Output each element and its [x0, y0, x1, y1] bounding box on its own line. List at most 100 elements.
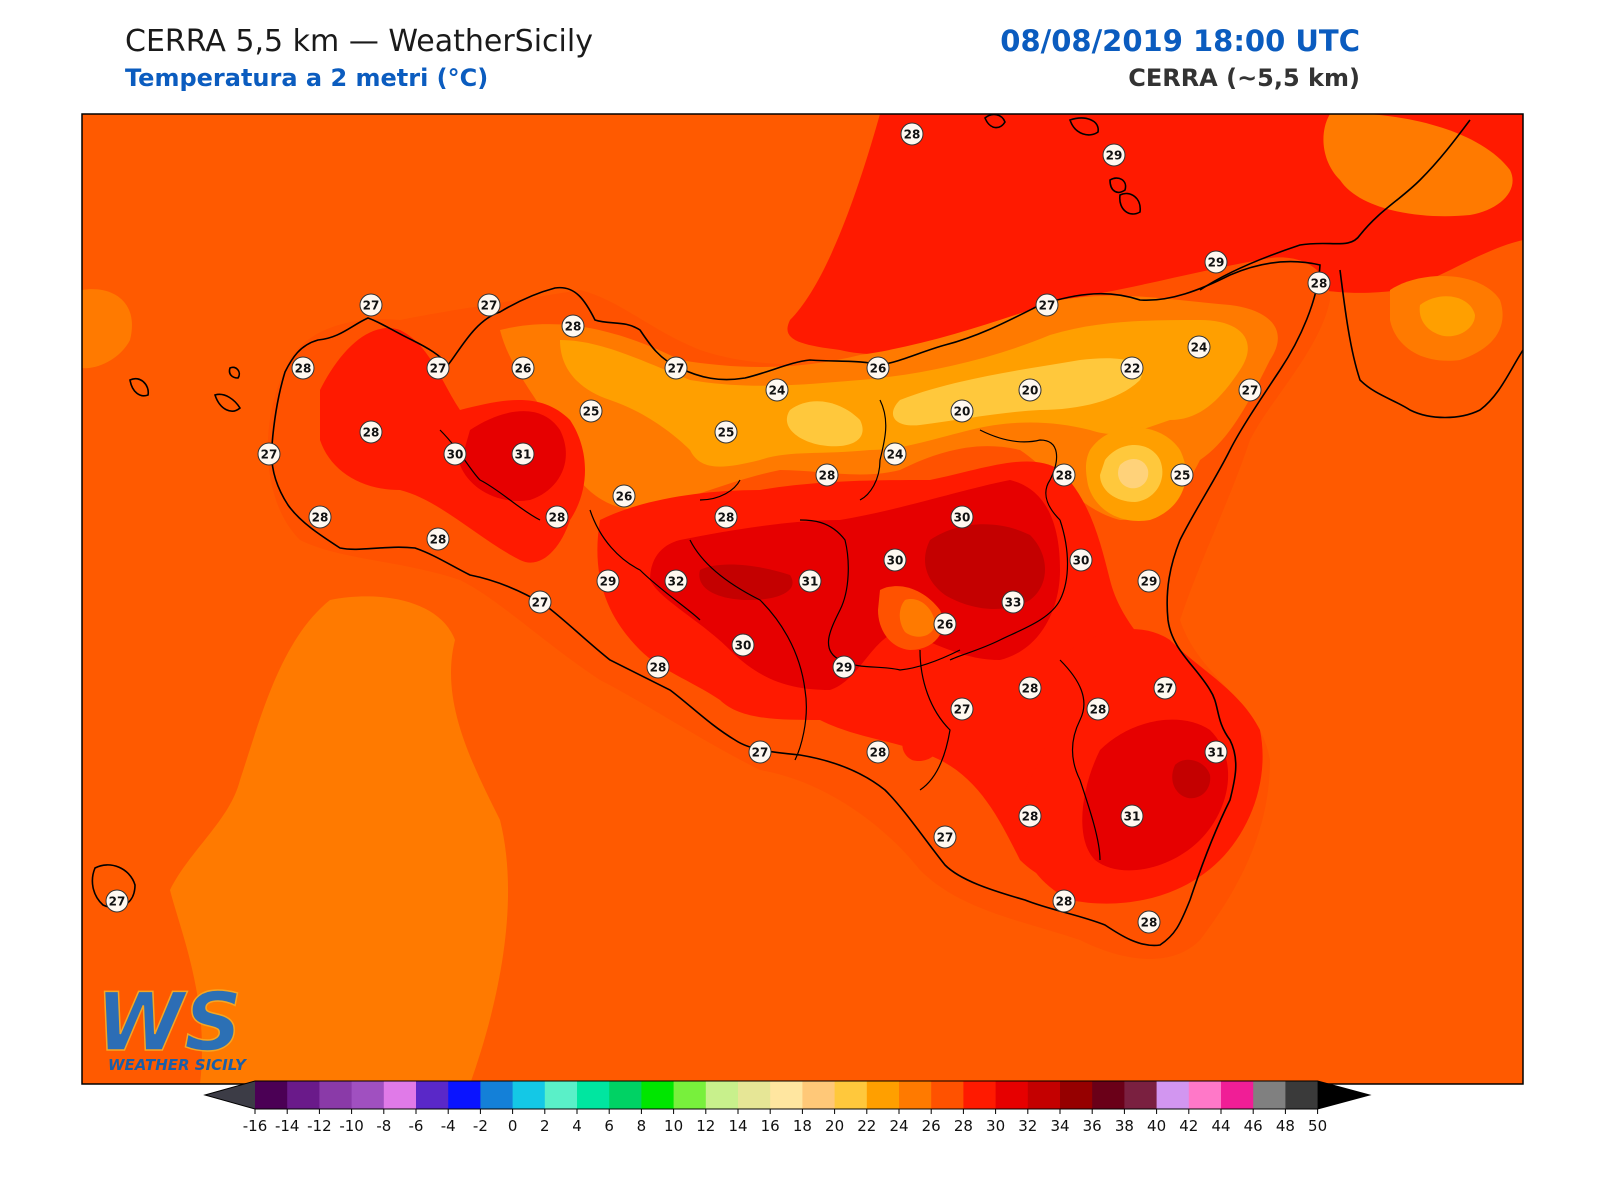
- station-label: 28: [1018, 804, 1042, 828]
- station-label: 27: [528, 590, 552, 614]
- colorbar-tick-label: 38: [1115, 1117, 1134, 1135]
- station-label: 26: [612, 484, 636, 508]
- station-marker: [1086, 697, 1110, 721]
- station-value: 28: [565, 320, 582, 334]
- station-marker: [596, 569, 620, 593]
- colorbar-band: [351, 1081, 385, 1109]
- colorbar-tick-label: 42: [1179, 1117, 1198, 1135]
- station-label: 28: [815, 463, 839, 487]
- logo-text: WEATHER SICILY: [108, 1056, 248, 1074]
- station-marker: [866, 740, 890, 764]
- colorbar-tick-label: -10: [339, 1117, 364, 1135]
- colorbar-tick-label: 44: [1211, 1117, 1230, 1135]
- station-value: 27: [1157, 682, 1174, 696]
- colorbar-tick-label: 0: [508, 1117, 518, 1135]
- model-label: CERRA (~5,5 km): [1128, 64, 1360, 92]
- station-label: 32: [664, 569, 688, 593]
- colorbar-tick-label: -16: [243, 1117, 268, 1135]
- colorbar-band: [641, 1081, 675, 1109]
- station-value: 26: [515, 362, 532, 376]
- colorbar-band: [512, 1081, 546, 1109]
- sicily-coolest-ridge: [786, 401, 863, 447]
- map-datetime: 08/08/2019 18:00 UTC: [1000, 24, 1360, 58]
- station-value: 30: [954, 511, 971, 525]
- station-value: 26: [870, 362, 887, 376]
- station-marker: [714, 420, 738, 444]
- station-marker: [1137, 910, 1161, 934]
- station-label: 28: [545, 505, 569, 529]
- central-hottest-west: [699, 564, 793, 600]
- colorbar-over-arrow: [1317, 1081, 1370, 1109]
- station-value: 25: [1174, 469, 1191, 483]
- colorbar-band: [931, 1081, 964, 1109]
- colorbar-band: [480, 1081, 514, 1109]
- southeast-hot: [1082, 719, 1229, 871]
- colorbar-band: [577, 1081, 610, 1109]
- sea-plume-southwest: [170, 596, 509, 1084]
- station-label: 28: [359, 420, 383, 444]
- station-marker: [105, 889, 129, 913]
- station-marker: [731, 633, 755, 657]
- station-label: 26: [511, 356, 535, 380]
- station-label: 24: [883, 442, 907, 466]
- station-label: 29: [1137, 569, 1161, 593]
- station-marker: [765, 378, 789, 402]
- colorbar-tick-label: 8: [637, 1117, 647, 1135]
- station-value: 25: [583, 405, 600, 419]
- colorbar-tick-label: 12: [696, 1117, 715, 1135]
- station-marker: [1187, 335, 1211, 359]
- station-value: 30: [887, 554, 904, 568]
- station-label: 29: [1204, 250, 1228, 274]
- colorbar-band: [866, 1081, 900, 1109]
- station-value: 28: [904, 128, 921, 142]
- station-value: 27: [363, 299, 380, 313]
- station-value: 20: [954, 405, 971, 419]
- station-value: 28: [1056, 895, 1073, 909]
- station-label: 30: [950, 505, 974, 529]
- colorbar-tick-label: -4: [441, 1117, 456, 1135]
- station-label: 30: [1069, 548, 1093, 572]
- colorbar-tick-label: 40: [1147, 1117, 1166, 1135]
- colorbar-tick-label: 34: [1050, 1117, 1069, 1135]
- calabria-cooler: [1419, 296, 1475, 337]
- station-marker: [933, 825, 957, 849]
- colorbar-tick-label: 48: [1276, 1117, 1295, 1135]
- station-labels: 28 29 29 28 27 27 28 27 28 27 26 27 26 22 24 24 20 27 25 20…: [105, 122, 1331, 934]
- colorbar-tick-label: 16: [761, 1117, 780, 1135]
- colorbar-band: [770, 1081, 803, 1109]
- station-value: 27: [532, 596, 549, 610]
- colorbar-band: [963, 1081, 997, 1109]
- station-marker: [646, 655, 670, 679]
- colorbar-tick-label: -12: [307, 1117, 332, 1135]
- colorbar-band: [1188, 1081, 1222, 1109]
- station-value: 27: [261, 448, 278, 462]
- colorbar-band: [1156, 1081, 1190, 1109]
- station-marker: [1204, 250, 1228, 274]
- station-label: 20: [1018, 378, 1042, 402]
- station-marker: [511, 442, 535, 466]
- station-marker: [359, 293, 383, 317]
- station-marker: [1153, 676, 1177, 700]
- station-marker: [1035, 293, 1059, 317]
- station-label: 29: [596, 569, 620, 593]
- station-label: 26: [866, 356, 890, 380]
- station-label: 24: [1187, 335, 1211, 359]
- station-value: 27: [1039, 299, 1056, 313]
- station-label: 27: [477, 293, 501, 317]
- station-value: 28: [1090, 703, 1107, 717]
- station-label: 28: [714, 505, 738, 529]
- station-label: 28: [866, 740, 890, 764]
- station-marker: [612, 484, 636, 508]
- station-label: 29: [832, 655, 856, 679]
- logo-letters: WS: [96, 976, 242, 1069]
- station-marker: [798, 569, 822, 593]
- colorbar-tick-label: 6: [604, 1117, 614, 1135]
- station-value: 27: [1242, 384, 1259, 398]
- station-value: 28: [650, 661, 667, 675]
- station-label: 31: [1120, 804, 1144, 828]
- station-marker: [832, 655, 856, 679]
- station-label: 28: [1307, 271, 1331, 295]
- station-value: 28: [1141, 916, 1158, 930]
- colorbar-band: [544, 1081, 578, 1109]
- calabria-coastline: [1199, 119, 1523, 419]
